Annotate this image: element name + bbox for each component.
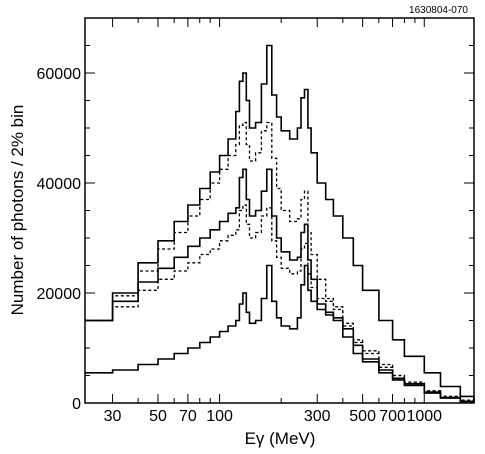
x-tick-label: 700 <box>379 408 406 425</box>
x-axis-label: Eγ (MeV) <box>245 429 316 448</box>
series-1-line <box>85 44 475 402</box>
y-tick-label: 20000 <box>37 286 82 303</box>
y-tick-label: 0 <box>72 396 81 413</box>
x-axis-ticks: 30 50 70 100 300 500 700 1000 <box>104 18 442 425</box>
y-tick-label: 40000 <box>37 176 82 193</box>
x-tick-label: 30 <box>104 408 122 425</box>
x-tick-label: 100 <box>206 408 233 425</box>
x-tick-label: 500 <box>349 408 376 425</box>
series-5-line <box>85 264 475 403</box>
x-tick-label: 300 <box>304 408 331 425</box>
figure-id: 1630804-070 <box>409 5 468 16</box>
series-4-line <box>85 204 475 403</box>
series-layer <box>85 44 475 403</box>
series-3-line <box>85 168 475 403</box>
plot-frame <box>84 17 475 404</box>
y-axis-ticks: 0 20000 40000 60000 <box>37 17 474 413</box>
x-tick-label: 70 <box>179 408 197 425</box>
x-tick-label: 1000 <box>406 408 442 425</box>
x-tick-label: 50 <box>149 408 167 425</box>
y-axis-label: Number of photons / 2% bin <box>8 105 27 316</box>
y-tick-label: 60000 <box>37 66 82 83</box>
